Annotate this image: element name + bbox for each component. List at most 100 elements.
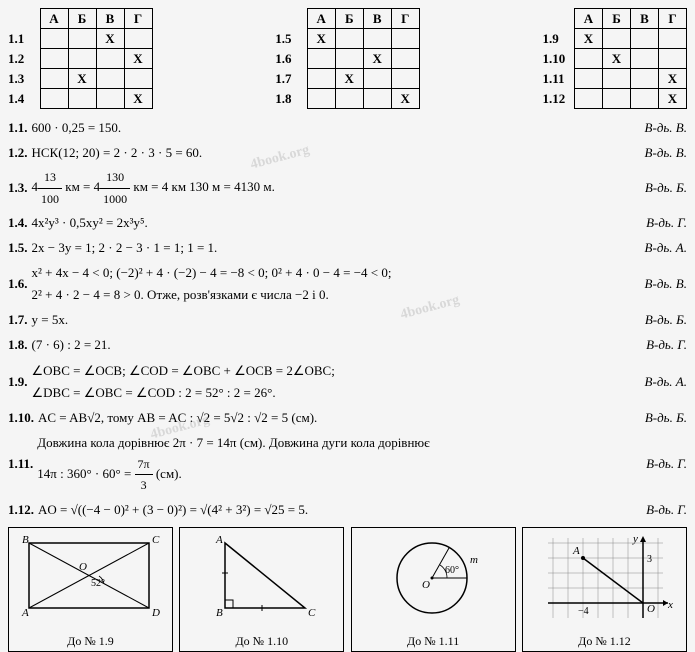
- row-label: 1.5: [275, 29, 307, 49]
- solution-number: 1.3.: [8, 177, 28, 199]
- svg-text:B: B: [216, 607, 223, 619]
- cell: [68, 49, 96, 69]
- solution-text: 413100 км = 41301000 км = 4 км 130 м = 4…: [32, 167, 637, 209]
- cell: [68, 29, 96, 49]
- solution-answer: В-дь. Г.: [646, 212, 687, 234]
- diagram-1-12: A O x y 3 −4 До № 1.12: [522, 527, 687, 652]
- answer-tables-row: А Б В Г 1.1X 1.2X 1.3X 1.4X А Б В Г 1.5X…: [8, 8, 687, 109]
- diagram-1-10: A B C До № 1.10: [179, 527, 344, 652]
- row-label: 1.10: [543, 49, 575, 69]
- solution-number: 1.10.: [8, 407, 34, 429]
- cell: [124, 69, 152, 89]
- svg-text:A: A: [215, 534, 223, 546]
- col-header: Г: [659, 9, 687, 29]
- solution-text: ∠OBC = ∠OCB; ∠COD = ∠OBC + ∠OCB = 2∠OBC;…: [32, 360, 637, 404]
- solution-line: 1.3.413100 км = 41301000 км = 4 км 130 м…: [8, 167, 687, 209]
- cell: [307, 49, 335, 69]
- cell: [603, 29, 631, 49]
- row-label: 1.12: [543, 89, 575, 109]
- solution-text: AC = AB√2, тому AB = AC : √2 = 5√2 : √2 …: [38, 407, 637, 429]
- solution-text: AO = √((−4 − 0)² + (3 − 0)²) = √(4² + 3²…: [38, 499, 638, 521]
- col-header: В: [363, 9, 391, 29]
- cell: X: [603, 49, 631, 69]
- solution-line: 1.1.600 · 0,25 = 150.В-дь. В.: [8, 117, 687, 139]
- solution-answer: В-дь. А.: [645, 371, 687, 393]
- solution-answer: В-дь. В.: [645, 142, 687, 164]
- col-header: Б: [603, 9, 631, 29]
- table-corner: [543, 9, 575, 29]
- cell: X: [391, 89, 419, 109]
- table-corner: [275, 9, 307, 29]
- cell: [68, 89, 96, 109]
- col-header: Б: [335, 9, 363, 29]
- solution-number: 1.1.: [8, 117, 28, 139]
- cell: [40, 69, 68, 89]
- cell: [40, 29, 68, 49]
- solution-line: 1.11.Довжина кола дорівнює 2π · 7 = 14π …: [8, 432, 687, 496]
- cell: [631, 89, 659, 109]
- solution-number: 1.6.: [8, 273, 28, 295]
- solution-number: 1.5.: [8, 237, 28, 259]
- row-label: 1.8: [275, 89, 307, 109]
- cell: [307, 69, 335, 89]
- diagram-1-9: B C A D O 52° До № 1.9: [8, 527, 173, 652]
- circle-diagram-icon: 60° m O: [352, 528, 515, 628]
- cell: [335, 29, 363, 49]
- answer-table-3: А Б В Г 1.9X 1.10X 1.11X 1.12X: [543, 8, 688, 109]
- solution-number: 1.9.: [8, 371, 28, 393]
- row-label: 1.3: [8, 69, 40, 89]
- cell: [631, 69, 659, 89]
- cell: [363, 69, 391, 89]
- solution-answer: В-дь. Б.: [645, 407, 687, 429]
- cell: [631, 29, 659, 49]
- cell: [575, 89, 603, 109]
- solution-line: 1.7.y = 5x.В-дь. Б.: [8, 309, 687, 331]
- grid-diagram-icon: A O x y 3 −4: [523, 528, 686, 628]
- cell: X: [335, 69, 363, 89]
- svg-text:3: 3: [647, 554, 652, 565]
- solution-line: 1.8.(7 · 6) : 2 = 21.В-дь. Г.: [8, 334, 687, 356]
- cell: [124, 29, 152, 49]
- cell: [307, 89, 335, 109]
- cell: X: [363, 49, 391, 69]
- col-header: Г: [391, 9, 419, 29]
- solution-line: 1.5.2x − 3y = 1; 2 · 2 − 3 · 1 = 1; 1 = …: [8, 237, 687, 259]
- answer-table-1: А Б В Г 1.1X 1.2X 1.3X 1.4X: [8, 8, 153, 109]
- row-label: 1.1: [8, 29, 40, 49]
- diagram-label: До № 1.12: [523, 634, 686, 649]
- solution-text: НСК(12; 20) = 2 · 2 · 3 · 5 = 60.: [32, 142, 637, 164]
- solution-answer: В-дь. Б.: [645, 177, 687, 199]
- svg-text:y: y: [632, 533, 638, 545]
- cell: X: [575, 29, 603, 49]
- svg-text:D: D: [151, 607, 160, 619]
- solution-text: 4x²y³ · 0,5xy² = 2x³y⁵.: [32, 212, 639, 234]
- cell: [40, 49, 68, 69]
- solution-line: 1.9.∠OBC = ∠OCB; ∠COD = ∠OBC + ∠OCB = 2∠…: [8, 360, 687, 404]
- diagrams-row: B C A D O 52° До № 1.9 A B C До № 1.10 6…: [8, 527, 687, 652]
- answer-table-2: А Б В Г 1.5X 1.6X 1.7X 1.8X: [275, 8, 420, 109]
- solution-answer: В-дь. Г.: [646, 453, 687, 475]
- solution-line: 1.12.AO = √((−4 − 0)² + (3 − 0)²) = √(4²…: [8, 499, 687, 521]
- cell: X: [659, 69, 687, 89]
- svg-text:m: m: [470, 554, 478, 566]
- solution-answer: В-дь. А.: [645, 237, 687, 259]
- col-header: Г: [124, 9, 152, 29]
- cell: [40, 89, 68, 109]
- solution-number: 1.11.: [8, 453, 33, 475]
- cell: [631, 49, 659, 69]
- row-label: 1.6: [275, 49, 307, 69]
- cell: [603, 69, 631, 89]
- cell: [603, 89, 631, 109]
- col-header: А: [307, 9, 335, 29]
- cell: X: [96, 29, 124, 49]
- col-header: В: [631, 9, 659, 29]
- cell: [96, 69, 124, 89]
- svg-text:B: B: [22, 534, 29, 546]
- col-header: А: [40, 9, 68, 29]
- diagram-label: До № 1.11: [352, 634, 515, 649]
- svg-text:A: A: [572, 545, 580, 557]
- diagram-label: До № 1.9: [9, 634, 172, 649]
- svg-text:60°: 60°: [445, 565, 459, 576]
- col-header: Б: [68, 9, 96, 29]
- solution-number: 1.12.: [8, 499, 34, 521]
